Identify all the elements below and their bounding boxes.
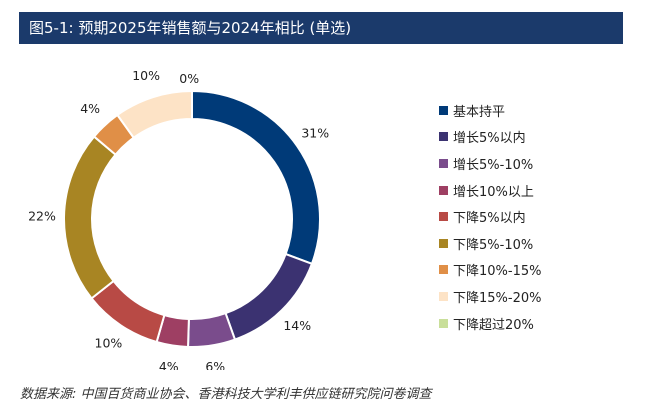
chart-title: 图5-1: 预期2025年销售额与2024年相比 (单选) [19, 12, 623, 44]
legend: 基本持平增长5%以内 增长5%-10% 增长10%以上 下降5%以内 下降5%-10% 下… [439, 97, 541, 336]
legend-swatch [439, 212, 448, 222]
legend-label: 下降5%以内 [453, 211, 526, 227]
legend-swatch [439, 132, 448, 142]
data-label-2: 14% [283, 318, 311, 333]
legend-label: 基本持平 [453, 104, 506, 120]
legend-swatch [439, 265, 448, 275]
legend-item-9: 下降超过20% [439, 310, 541, 337]
legend-item-8: 下降15%-20% [439, 283, 541, 310]
legend-swatch [439, 105, 448, 115]
legend-label: 下降15%-20% [453, 290, 542, 306]
legend-label: 下降5%-10% [453, 237, 534, 253]
legend-item-4: 增长10%以上 [439, 177, 541, 204]
slice-6 [63, 135, 117, 300]
legend-item-2: 增长5%以内 [439, 124, 541, 151]
legend-item-3: 增长5%-10% [439, 150, 541, 177]
data-label-9: 0% [179, 71, 199, 86]
data-label-6: 22% [28, 209, 56, 224]
data-label-8: 10% [132, 68, 160, 83]
data-label-5: 10% [95, 336, 123, 351]
data-label-4: 4% [159, 359, 179, 370]
legend-label: 下降超过20% [453, 317, 534, 333]
data-label-1: 31% [301, 125, 329, 140]
slice-3 [186, 311, 237, 348]
legend-label: 增长5%-10% [453, 157, 534, 173]
legend-label: 下降10%-15% [453, 264, 542, 280]
legend-label: 增长10%以上 [453, 184, 534, 200]
legend-swatch [439, 185, 448, 195]
legend-swatch [439, 291, 448, 301]
legend-item-1: 基本持平 [439, 97, 541, 124]
data-label-3: 6% [205, 359, 225, 370]
legend-label: 增长5%以内 [453, 131, 526, 147]
legend-swatch [439, 238, 448, 248]
legend-item-5: 下降5%以内 [439, 203, 541, 230]
legend-swatch [439, 318, 448, 328]
legend-item-7: 下降10%-15% [439, 257, 541, 284]
slice-8 [116, 89, 193, 140]
legend-swatch [439, 158, 448, 168]
slice-1 [191, 89, 321, 266]
source-note: 数据来源: 中国百货商业协会、香港科技大学利丰供应链研究院问卷调查 [20, 387, 432, 402]
legend-item-6: 下降5%-10% [439, 230, 541, 257]
data-label-7: 4% [80, 101, 100, 116]
donut-chart: 31% 14% 6% 4% 10% 22% 4% 10% 0% [28, 68, 329, 370]
